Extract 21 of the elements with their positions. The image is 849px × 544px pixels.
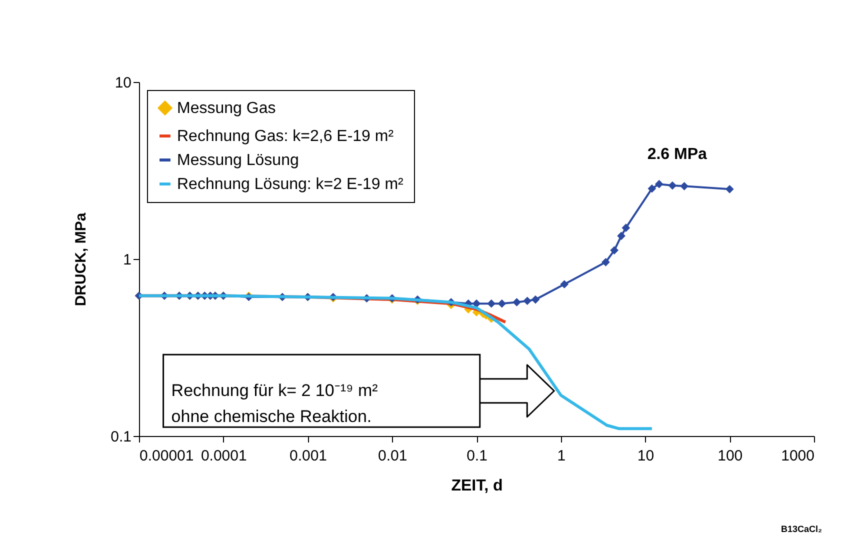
y-axis-title: DRUCK, MPa [72, 212, 90, 306]
x-tick-label: 100 [718, 448, 743, 464]
legend-label: Messung Gas [177, 100, 276, 117]
x-tick-label: 0.001 [289, 448, 328, 464]
legend-label: Messung Lösung [177, 152, 299, 169]
y-tick-label: 10 [114, 74, 132, 92]
x-tick-label: 1000 [781, 448, 814, 464]
legend-label: Rechnung Lösung: k=2 E-19 m² [177, 176, 404, 193]
x-tick-label: 10 [637, 448, 654, 464]
text: B13CaCl₂ [780, 524, 822, 534]
y-tick-label: 1 [123, 252, 132, 268]
legend-label: Rechnung Gas: k=2,6 E-19 m² [177, 128, 394, 145]
annotation: 2.6 MPa [647, 146, 708, 164]
x-tick-label: 0.01 [378, 448, 408, 464]
x-tick-label: 0.00001 [140, 448, 194, 464]
x-axis-title: ZEIT, d [451, 478, 503, 494]
x-tick-label: 0.0001 [200, 448, 247, 464]
y-tick-label: 0.1 [110, 428, 132, 446]
x-tick-label: 1 [557, 448, 566, 464]
x-tick-label: 0.1 [466, 448, 488, 464]
annotation: Rechnung für k= 2 10⁻¹⁹ m² ohne chemische Reaktion. [171, 380, 378, 426]
